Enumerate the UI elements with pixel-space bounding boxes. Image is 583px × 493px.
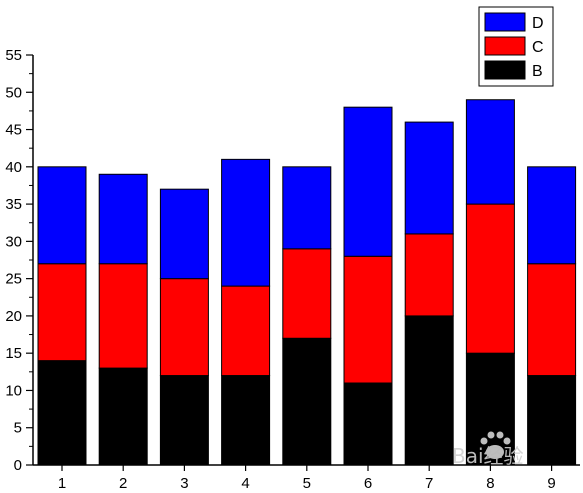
bar-D-6	[343, 106, 393, 257]
x-tick-label: 6	[364, 475, 372, 492]
bar-C-4	[221, 285, 271, 377]
bar-C-9	[527, 263, 577, 377]
bar-D-5	[282, 166, 332, 250]
bar-B-3	[159, 375, 209, 466]
x-tick-label: 1	[58, 475, 66, 492]
bar-C-8	[465, 203, 515, 354]
bar-B-4	[221, 375, 271, 466]
y-tick-label: 50	[5, 84, 22, 101]
watermark: Bai经验	[452, 431, 524, 468]
y-tick-label: 45	[5, 122, 22, 139]
y-tick-label: 55	[5, 47, 22, 64]
legend-swatch-C	[484, 36, 526, 56]
bar-C-2	[98, 263, 148, 369]
y-axis-ticks: 0 5 10 15 20 25 30 35 40 45 50 55	[5, 47, 33, 474]
legend: DCB	[478, 6, 554, 87]
bar-C-3	[159, 278, 209, 377]
bar-B-9	[527, 375, 577, 466]
y-tick-label: 15	[5, 345, 22, 362]
legend-swatch-D	[484, 12, 526, 32]
x-tick-label: 8	[486, 475, 494, 492]
y-tick-label: 25	[5, 271, 22, 288]
bars-group	[37, 99, 577, 466]
bar-D-8	[465, 99, 515, 205]
y-tick-label: 5	[14, 420, 22, 437]
legend-label-B: B	[532, 63, 543, 80]
bar-D-7	[404, 121, 454, 235]
paw-icon	[480, 431, 511, 459]
bar-C-5	[282, 248, 332, 339]
x-tick-label: 7	[425, 475, 433, 492]
bar-B-6	[343, 382, 393, 466]
legend-label-C: C	[532, 39, 544, 56]
y-tick-label: 10	[5, 382, 22, 399]
y-tick-label: 40	[5, 159, 22, 176]
bar-C-6	[343, 255, 393, 384]
bar-C-7	[404, 233, 454, 317]
bar-D-3	[159, 188, 209, 280]
watermark-text: Bai经验	[452, 444, 524, 468]
y-tick-label: 35	[5, 196, 22, 213]
x-axis-ticks: 1 2 3 4 5 6 7 8 9	[58, 465, 556, 492]
y-tick-label: 0	[14, 457, 22, 474]
bar-C-1	[37, 263, 87, 362]
x-tick-label: 9	[547, 475, 555, 492]
bar-D-9	[527, 166, 577, 265]
x-tick-label: 4	[241, 475, 249, 492]
bar-B-7	[404, 315, 454, 466]
bar-D-2	[98, 173, 148, 265]
bar-B-2	[98, 367, 148, 466]
bar-B-1	[37, 360, 87, 466]
legend-label-D: D	[532, 15, 544, 32]
bar-B-5	[282, 337, 332, 466]
x-tick-label: 2	[119, 475, 127, 492]
x-tick-label: 3	[180, 475, 188, 492]
bar-D-1	[37, 166, 87, 265]
y-tick-label: 20	[5, 308, 22, 325]
y-tick-label: 30	[5, 233, 22, 250]
legend-swatch-B	[484, 60, 526, 80]
bar-D-4	[221, 158, 271, 287]
x-tick-label: 5	[303, 475, 311, 492]
